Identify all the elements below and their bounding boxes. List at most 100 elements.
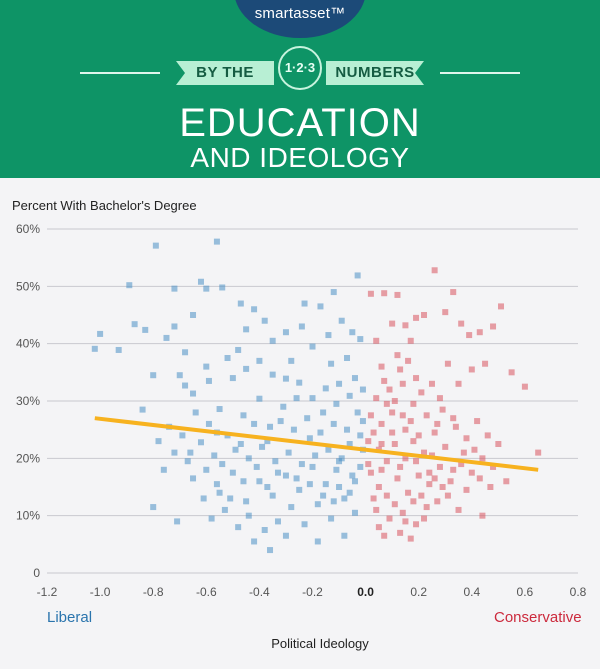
liberal-point (152, 242, 159, 249)
liberal-point (150, 372, 157, 379)
conservative-point (407, 535, 414, 542)
liberal-point (150, 504, 157, 511)
conservative-point (378, 420, 385, 427)
conservative-point (391, 398, 398, 404)
liberal-point (269, 492, 276, 499)
liberal-point (333, 400, 340, 407)
liberal-point (115, 346, 122, 353)
liberal-point (304, 415, 311, 422)
conservative-point (391, 441, 398, 447)
liberal-point (203, 285, 210, 292)
conservative-point (397, 366, 404, 373)
conservative-point (375, 524, 382, 531)
conservative-point (410, 438, 417, 445)
liberal-point (328, 515, 335, 522)
liberal-point (282, 472, 289, 479)
x-axis-label: Political Ideology (271, 636, 369, 651)
liberal-point (203, 466, 210, 473)
liberal-point (126, 282, 133, 289)
conservative-point (418, 492, 425, 499)
liberal-point (349, 329, 356, 336)
liberal-point (232, 446, 239, 453)
trendline (94, 416, 539, 472)
conservative-point (407, 337, 414, 344)
liberal-point (269, 337, 276, 344)
conservative-point (426, 481, 433, 488)
liberal-point (171, 449, 178, 456)
conservative-point (413, 375, 420, 382)
conservative-point (466, 332, 473, 339)
conservative-point (394, 291, 401, 298)
conservative-point (413, 458, 420, 465)
liberal-point (351, 375, 358, 382)
liberal-point (309, 463, 316, 470)
conservative-point (498, 303, 505, 310)
liberal-point (203, 363, 210, 370)
liberal-point (288, 357, 295, 364)
conservative-point (410, 400, 417, 407)
liberal-point (328, 360, 335, 367)
conservative-point (365, 461, 372, 468)
liberal-point (333, 466, 340, 473)
liberal-point (259, 443, 266, 450)
conservative-point (383, 400, 390, 407)
by-the-numbers-ribbon: BY THE NUMBERS 1·2·3 (176, 46, 424, 90)
y-tick-label: 20% (16, 451, 40, 465)
liberal-point (330, 289, 337, 296)
conservative-point (490, 323, 497, 330)
liberal-point (237, 441, 244, 447)
liberal-point (163, 334, 170, 341)
liberal-point (97, 330, 104, 337)
numbers-badge: 1·2·3 (278, 46, 322, 90)
liberal-point (336, 484, 343, 490)
liberal-point (221, 506, 228, 513)
conservative-point (389, 409, 396, 416)
smartasset-logo[interactable]: smartasset™ (234, 0, 366, 38)
liberal-point (357, 463, 364, 470)
liberal-point (245, 512, 252, 519)
conservative-point (442, 309, 449, 316)
conservative-point (431, 429, 438, 436)
liberal-point (190, 390, 197, 397)
ribbon-right-label: NUMBERS (326, 61, 424, 85)
liberal-point (282, 375, 289, 382)
liberal-point (351, 509, 358, 516)
conservative-point (495, 441, 502, 447)
liberal-point (293, 475, 300, 482)
conservative-point (450, 289, 457, 296)
liberal-point (354, 272, 361, 279)
conservative-point (476, 329, 483, 336)
y-tick-label: 50% (16, 279, 40, 293)
x-tick-label: -0.2 (302, 585, 323, 599)
conservative-point (460, 449, 467, 456)
conservative-point (394, 475, 401, 482)
liberal-point (200, 495, 207, 502)
liberal-point (274, 518, 281, 525)
conservative-point (402, 455, 409, 462)
liberal-point (219, 284, 226, 291)
conservative-point (463, 435, 470, 442)
conservative-point (487, 484, 494, 490)
conservative-point (405, 357, 412, 364)
liberal-point (190, 475, 197, 482)
liberal-point (282, 329, 289, 336)
x-tick-labels: -1.2 -1.0 -0.8 -0.6 -0.4 -0.2 0.0 0.2 0.4 0.6 0.8 (37, 585, 587, 599)
liberal-point (261, 527, 268, 533)
liberal-point (277, 418, 284, 425)
liberal-point (243, 498, 250, 505)
liberal-point (330, 498, 337, 505)
liberal-point (288, 504, 295, 511)
conservative-point (402, 518, 409, 525)
conservative-point (367, 290, 374, 297)
conservative-point (458, 461, 465, 468)
liberal-point (197, 278, 204, 285)
conservative-annotation: Conservative (494, 609, 582, 626)
conservative-point (521, 383, 528, 390)
liberal-point (301, 300, 308, 307)
liberal-point (251, 538, 258, 545)
conservative-point (370, 429, 377, 436)
liberal-point (224, 355, 231, 361)
liberal-point (227, 495, 234, 502)
liberal-point (174, 518, 181, 525)
conservative-point (426, 469, 433, 476)
